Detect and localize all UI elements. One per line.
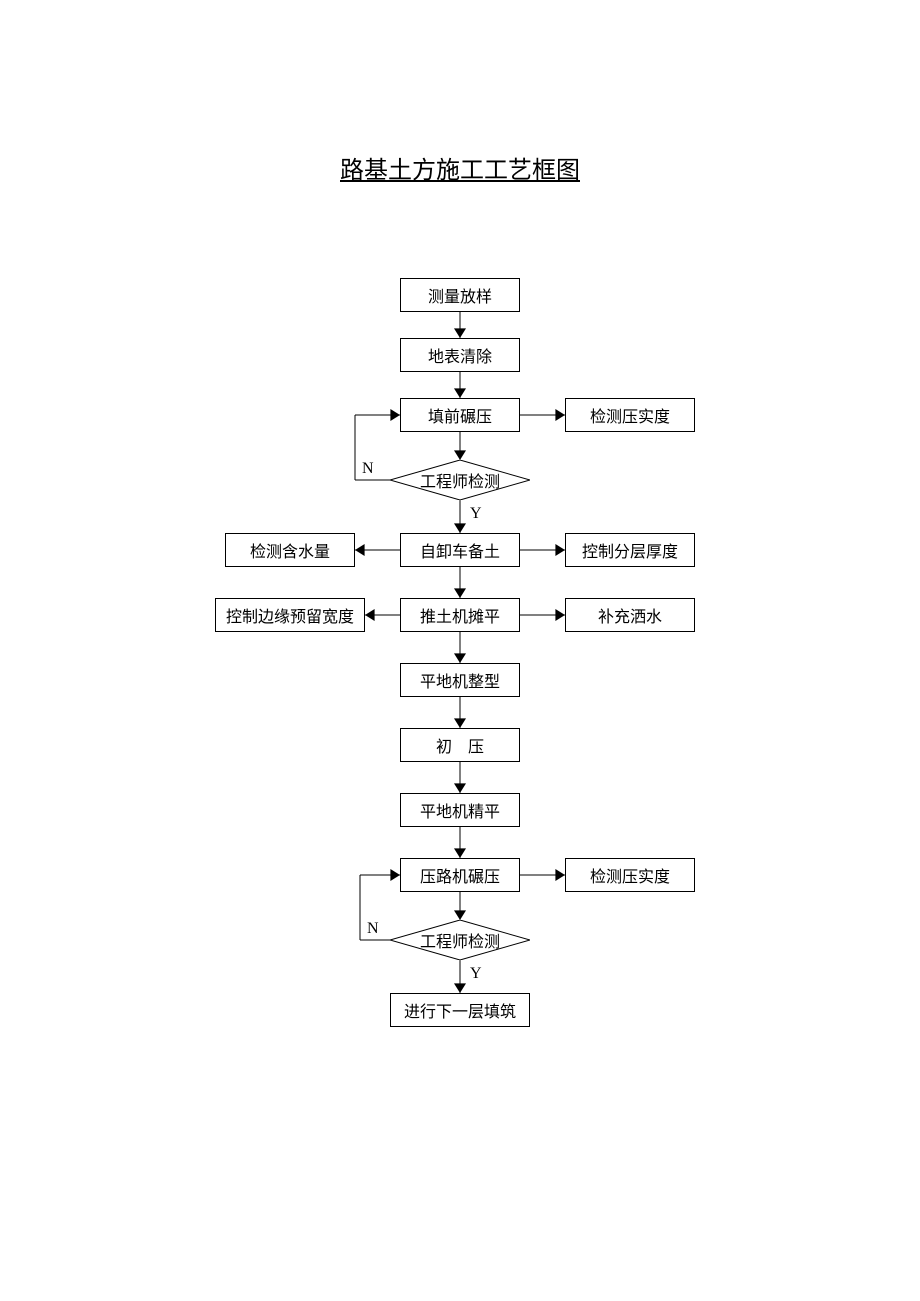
flow-box-n4: 自卸车备土: [400, 533, 520, 567]
flow-box-n3: 填前碾压: [400, 398, 520, 432]
flow-box-s5r: 补充洒水: [565, 598, 695, 632]
flow-box-n1: 测量放样: [400, 278, 520, 312]
flow-box-s3r: 检测压实度: [565, 398, 695, 432]
flow-box-s4l: 检测含水量: [225, 533, 355, 567]
flow-box-n2: 地表清除: [400, 338, 520, 372]
flow-diamond-d2: 工程师检测: [390, 920, 530, 960]
flow-box-n8: 平地机精平: [400, 793, 520, 827]
edge-label: N: [362, 460, 374, 478]
flow-diamond-d1: 工程师检测: [390, 460, 530, 500]
page-title: 路基土方施工工艺框图: [0, 150, 920, 185]
flow-box-s5l: 控制边缘预留宽度: [215, 598, 365, 632]
flow-box-n6: 平地机整型: [400, 663, 520, 697]
flow-box-n7: 初 压: [400, 728, 520, 762]
edge-label: N: [367, 920, 379, 938]
flow-box-n10: 进行下一层填筑: [390, 993, 530, 1027]
flow-box-n9: 压路机碾压: [400, 858, 520, 892]
flow-box-s9r: 检测压实度: [565, 858, 695, 892]
flow-box-s4r: 控制分层厚度: [565, 533, 695, 567]
flow-box-n5: 推土机摊平: [400, 598, 520, 632]
edge-label: Y: [470, 505, 482, 523]
edge-label: Y: [470, 965, 482, 983]
